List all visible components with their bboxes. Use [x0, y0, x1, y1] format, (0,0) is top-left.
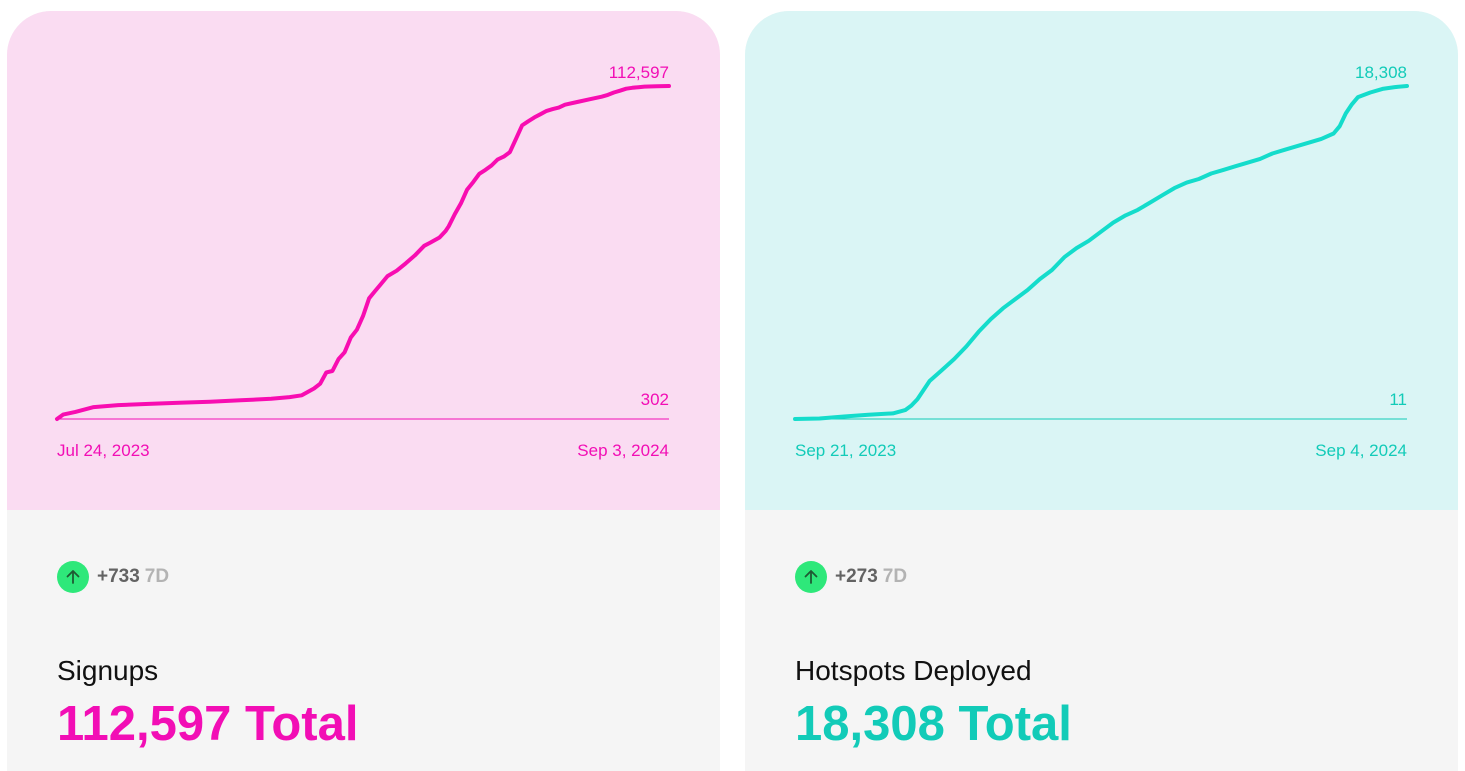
hotspots-chart-svg: 18,308 11 Sep 21, 2023 Sep 4, 2024	[793, 63, 1409, 460]
signups-total: 112,597 Total	[57, 696, 358, 752]
hotspots-series-line	[793, 84, 1409, 421]
signups-xstart-label: Jul 24, 2023	[57, 441, 150, 460]
signups-change-value: +733	[97, 566, 140, 587]
hotspots-title: Hotspots Deployed	[795, 655, 1032, 686]
hotspots-card: 18,308 11 Sep 21, 2023 Sep 4, 2024 +273 7D …	[745, 11, 1458, 771]
signups-chart-svg: 112,597 302 Jul 24, 2023 Sep 3, 2024	[55, 63, 671, 460]
hotspots-total-suffix: Total	[944, 697, 1072, 751]
hotspots-change: +273 7D	[795, 561, 907, 593]
hotspots-xstart-label: Sep 21, 2023	[795, 441, 896, 460]
hotspots-xend-label: Sep 4, 2024	[1315, 441, 1407, 460]
signups-xend-label: Sep 3, 2024	[577, 441, 669, 460]
hotspots-ymin-label: 11	[1389, 390, 1407, 409]
signups-total-suffix: Total	[231, 697, 359, 751]
hotspots-ymax-label: 18,308	[1355, 63, 1407, 82]
hotspots-total-number: 18,308	[795, 697, 945, 751]
hotspots-total: 18,308 Total	[795, 696, 1072, 752]
signups-ymax-label: 112,597	[609, 63, 669, 82]
signups-ymin-label: 302	[641, 390, 669, 409]
signups-change: +733 7D	[57, 561, 169, 593]
signups-series-line	[55, 84, 671, 421]
signups-title: Signups	[57, 655, 159, 686]
hotspots-change-period: 7D	[882, 566, 908, 587]
hotspots-stats: +273 7D Hotspots Deployed 18,308 Total	[745, 510, 1458, 771]
arrow-up-icon	[795, 561, 827, 593]
signups-card: 112,597 302 Jul 24, 2023 Sep 3, 2024 +733 7…	[7, 11, 720, 771]
signups-stats: +733 7D Signups 112,597 Total	[7, 510, 720, 771]
hotspots-change-value: +273	[835, 566, 878, 587]
signups-chart: 112,597 302 Jul 24, 2023 Sep 3, 2024	[7, 11, 720, 510]
signups-change-period: 7D	[144, 566, 170, 587]
arrow-up-icon	[57, 561, 89, 593]
hotspots-chart: 18,308 11 Sep 21, 2023 Sep 4, 2024	[745, 11, 1458, 510]
signups-total-number: 112,597	[57, 697, 232, 751]
